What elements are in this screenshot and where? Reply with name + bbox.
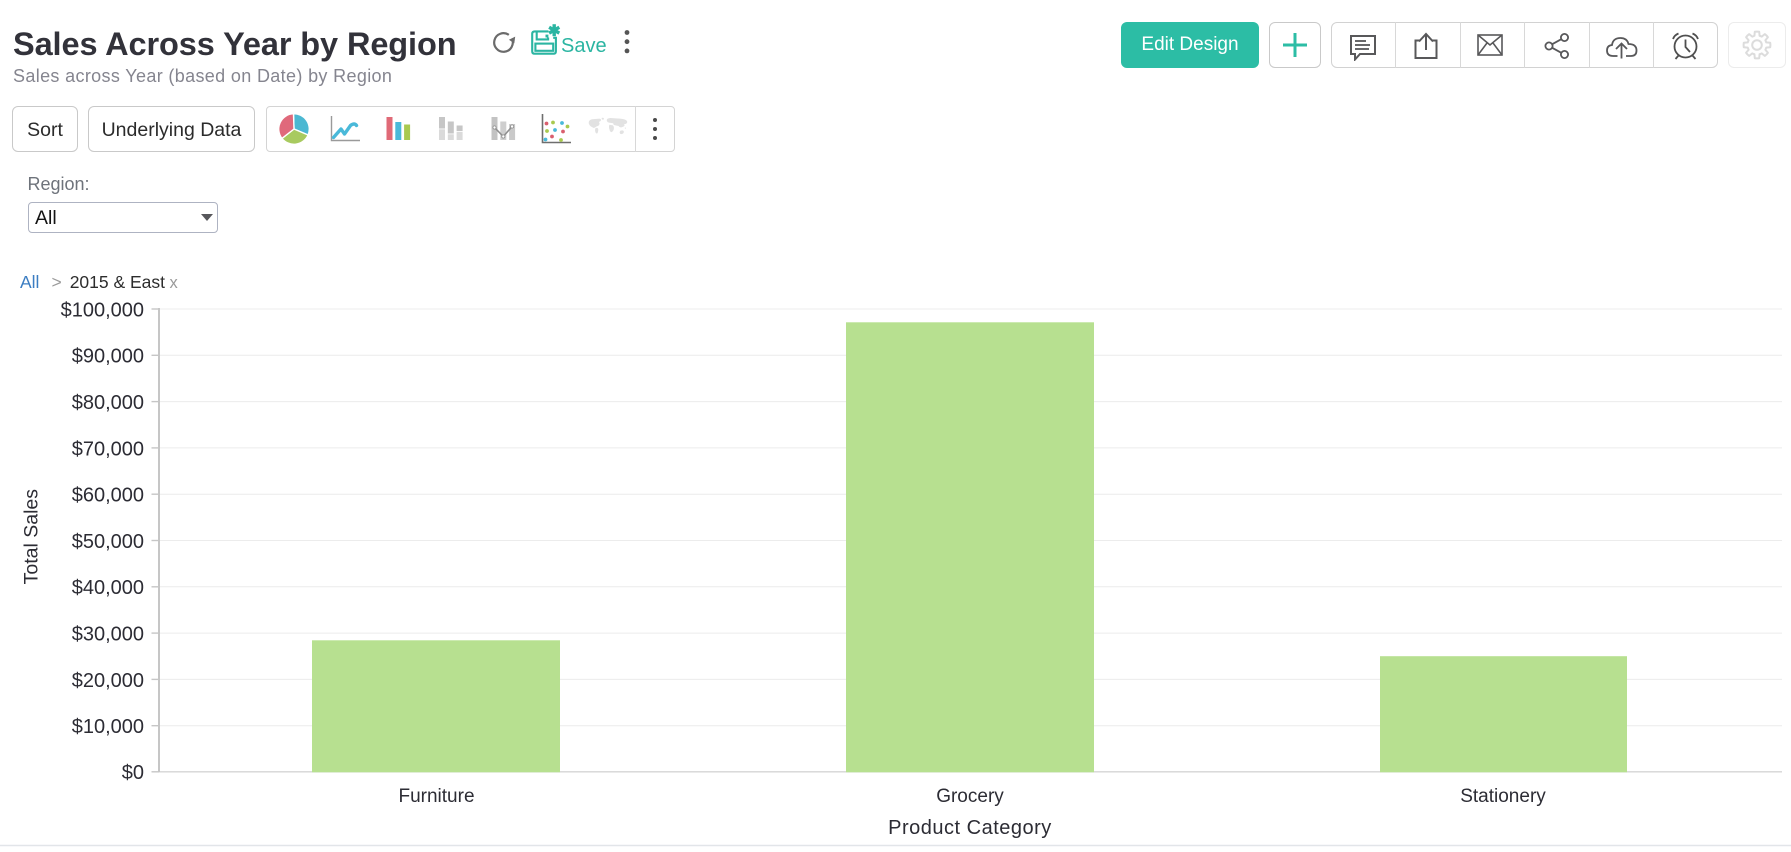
svg-text:$60,000: $60,000 xyxy=(72,485,144,507)
svg-text:$40,000: $40,000 xyxy=(72,577,144,599)
svg-text:$70,000: $70,000 xyxy=(72,438,144,460)
svg-text:$0: $0 xyxy=(122,762,144,784)
svg-text:Product Category: Product Category xyxy=(888,817,1052,839)
svg-text:Grocery: Grocery xyxy=(936,786,1004,807)
svg-text:Furniture: Furniture xyxy=(398,786,474,807)
svg-text:$90,000: $90,000 xyxy=(72,346,144,368)
svg-text:$10,000: $10,000 xyxy=(72,716,144,738)
svg-text:$30,000: $30,000 xyxy=(72,624,144,646)
svg-text:$80,000: $80,000 xyxy=(72,392,144,414)
svg-text:$50,000: $50,000 xyxy=(72,531,144,553)
svg-text:Stationery: Stationery xyxy=(1460,786,1546,807)
svg-text:$100,000: $100,000 xyxy=(61,299,144,321)
svg-text:$20,000: $20,000 xyxy=(72,670,144,692)
svg-text:Total Sales: Total Sales xyxy=(21,489,43,585)
